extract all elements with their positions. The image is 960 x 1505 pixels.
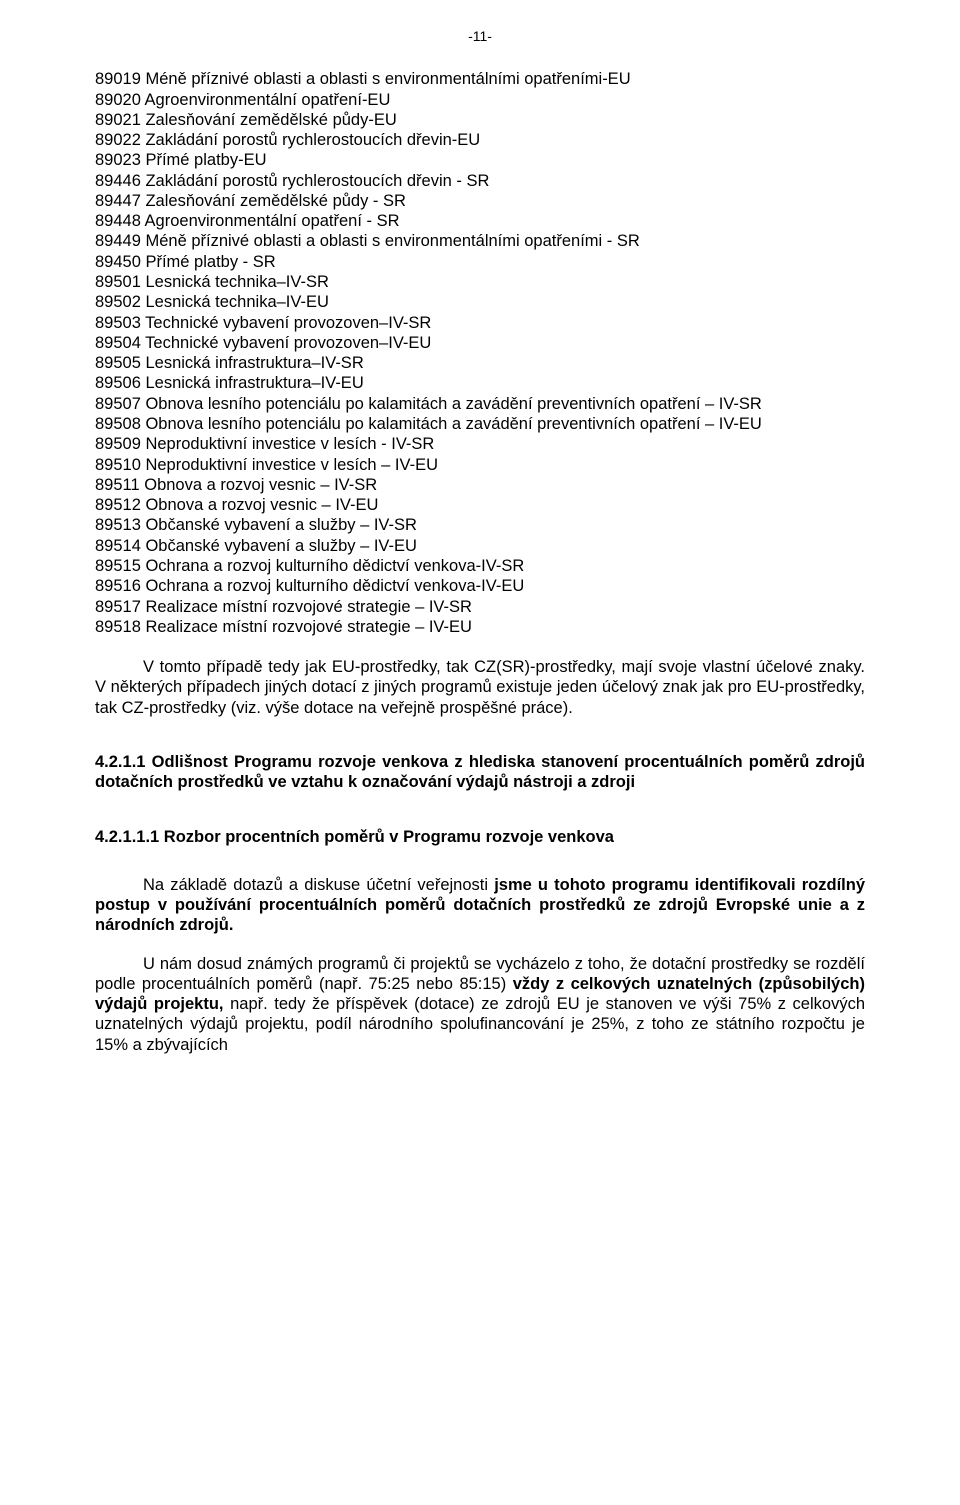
code-line: 89022 Zakládání porostů rychlerostoucích…: [95, 130, 865, 150]
code-line: 89502 Lesnická technika–IV-EU: [95, 292, 865, 312]
code-line: 89503 Technické vybavení provozoven–IV-S…: [95, 313, 865, 333]
code-line: 89019 Méně příznivé oblasti a oblasti s …: [95, 69, 865, 89]
code-line: 89508 Obnova lesního potenciálu po kalam…: [95, 414, 865, 434]
code-line: 89449 Méně příznivé oblasti a oblasti s …: [95, 231, 865, 251]
code-line: 89515 Ochrana a rozvoj kulturního dědict…: [95, 556, 865, 576]
paragraph-2: Na základě dotazů a diskuse účetní veřej…: [95, 875, 865, 936]
code-line: 89021 Zalesňování zemědělské půdy-EU: [95, 110, 865, 130]
code-line: 89023 Přímé platby-EU: [95, 150, 865, 170]
heading-4-2-1-1: 4.2.1.1 Odlišnost Programu rozvoje venko…: [95, 752, 865, 793]
code-line: 89505 Lesnická infrastruktura–IV-SR: [95, 353, 865, 373]
code-line: 89450 Přímé platby - SR: [95, 252, 865, 272]
code-line: 89514 Občanské vybavení a služby – IV-EU: [95, 536, 865, 556]
code-line: 89507 Obnova lesního potenciálu po kalam…: [95, 394, 865, 414]
code-line: 89513 Občanské vybavení a služby – IV-SR: [95, 515, 865, 535]
code-line: 89448 Agroenvironmentální opatření - SR: [95, 211, 865, 231]
code-line: 89020 Agroenvironmentální opatření-EU: [95, 90, 865, 110]
code-line: 89518 Realizace místní rozvojové strateg…: [95, 617, 865, 637]
code-line: 89506 Lesnická infrastruktura–IV-EU: [95, 373, 865, 393]
code-line: 89512 Obnova a rozvoj vesnic – IV-EU: [95, 495, 865, 515]
paragraph-1: V tomto případě tedy jak EU-prostředky, …: [95, 657, 865, 718]
code-line: 89501 Lesnická technika–IV-SR: [95, 272, 865, 292]
code-line: 89511 Obnova a rozvoj vesnic – IV-SR: [95, 475, 865, 495]
heading-4-2-1-1-1: 4.2.1.1.1 Rozbor procentních poměrů v Pr…: [95, 827, 865, 847]
code-line: 89504 Technické vybavení provozoven–IV-E…: [95, 333, 865, 353]
paragraph-3: U nám dosud známých programů či projektů…: [95, 954, 865, 1055]
page-number: -11-: [95, 28, 865, 45]
code-list: 89019 Méně příznivé oblasti a oblasti s …: [95, 69, 865, 637]
code-line: 89510 Neproduktivní investice v lesích –…: [95, 455, 865, 475]
code-line: 89516 Ochrana a rozvoj kulturního dědict…: [95, 576, 865, 596]
code-line: 89517 Realizace místní rozvojové strateg…: [95, 597, 865, 617]
code-line: 89509 Neproduktivní investice v lesích -…: [95, 434, 865, 454]
code-line: 89446 Zakládání porostů rychlerostoucích…: [95, 171, 865, 191]
paragraph-2-pre: Na základě dotazů a diskuse účetní veřej…: [143, 876, 494, 894]
code-line: 89447 Zalesňování zemědělské půdy - SR: [95, 191, 865, 211]
